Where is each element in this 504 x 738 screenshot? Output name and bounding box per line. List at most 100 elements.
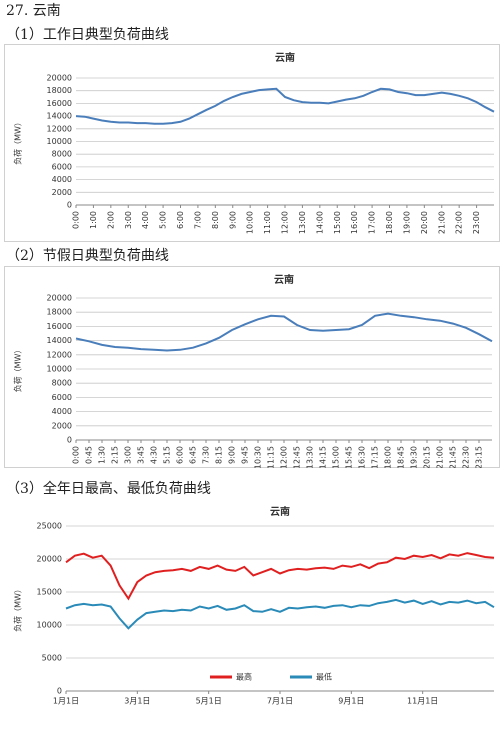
x-tick-label: 15:00 bbox=[332, 446, 341, 468]
x-tick-label: 3:45 bbox=[137, 446, 146, 464]
x-tick-label: 12:45 bbox=[293, 446, 302, 468]
y-tick-label: 16000 bbox=[47, 99, 72, 108]
chart-title: 云南 bbox=[274, 273, 294, 286]
chart-border bbox=[4, 266, 500, 468]
x-tick-label: 14:00 bbox=[315, 211, 324, 234]
y-tick-label: 4000 bbox=[52, 407, 72, 416]
y-axis-label: 负荷（MW） bbox=[13, 118, 23, 165]
x-tick-label: 12:00 bbox=[280, 446, 289, 468]
y-tick-label: 0 bbox=[57, 687, 62, 696]
x-tick-label: 7:00 bbox=[193, 211, 202, 229]
x-tick-label: 1:00 bbox=[89, 211, 98, 229]
x-tick-label: 0:45 bbox=[85, 446, 94, 464]
x-tick-label: 5:15 bbox=[163, 446, 172, 464]
x-tick-label: 11:15 bbox=[267, 446, 276, 468]
y-axis-label: 负荷（MW） bbox=[13, 346, 23, 393]
y-tick-label: 2000 bbox=[52, 188, 72, 197]
x-tick-label: 5月1日 bbox=[196, 697, 222, 706]
chart-title: 云南 bbox=[275, 51, 295, 64]
y-tick-label: 0 bbox=[67, 201, 72, 210]
y-tick-label: 20000 bbox=[47, 294, 72, 303]
x-tick-label: 2:15 bbox=[111, 446, 120, 464]
x-tick-label: 8:15 bbox=[215, 446, 224, 464]
data-line bbox=[75, 87, 495, 125]
y-tick-label: 8000 bbox=[52, 379, 72, 388]
x-tick-label: 3:00 bbox=[124, 211, 133, 229]
x-tick-label: 1月1日 bbox=[53, 697, 79, 706]
x-tick-label: 6:45 bbox=[189, 446, 198, 464]
x-tick-label: 16:30 bbox=[358, 446, 367, 468]
x-tick-label: 11:00 bbox=[263, 211, 272, 234]
x-tick-label: 21:45 bbox=[449, 446, 458, 468]
x-tick-label: 19:30 bbox=[410, 446, 419, 468]
y-tick-label: 14000 bbox=[47, 336, 72, 345]
data-line bbox=[65, 598, 495, 630]
x-tick-label: 13:00 bbox=[298, 211, 307, 234]
data-line bbox=[65, 552, 495, 601]
x-tick-label: 9:00 bbox=[228, 446, 237, 464]
x-tick-label: 4:00 bbox=[141, 211, 150, 229]
x-tick-label: 7:30 bbox=[202, 446, 211, 464]
x-tick-label: 16:00 bbox=[350, 211, 359, 234]
x-tick-label: 9月1日 bbox=[338, 697, 364, 706]
y-tick-label: 12000 bbox=[47, 350, 72, 359]
y-tick-label: 16000 bbox=[47, 322, 72, 331]
y-tick-label: 4000 bbox=[52, 175, 72, 184]
x-tick-label: 4:30 bbox=[150, 446, 159, 464]
x-tick-label: 9:00 bbox=[228, 211, 237, 229]
x-tick-label: 17:00 bbox=[368, 211, 377, 234]
x-tick-label: 22:30 bbox=[462, 446, 471, 468]
section-label: （3）全年日最高、最低负荷曲线 bbox=[6, 481, 211, 497]
x-tick-label: 8:00 bbox=[211, 211, 220, 229]
x-tick-label: 11月1日 bbox=[407, 697, 438, 706]
y-tick-label: 10000 bbox=[47, 137, 72, 146]
section-label: （1）工作日典型负荷曲线 bbox=[6, 27, 169, 43]
chart-title: 云南 bbox=[270, 505, 290, 518]
y-tick-label: 15000 bbox=[37, 588, 62, 597]
y-tick-label: 2000 bbox=[52, 421, 72, 430]
chart-border bbox=[4, 44, 500, 242]
y-tick-label: 18000 bbox=[47, 308, 72, 317]
y-tick-label: 12000 bbox=[47, 124, 72, 133]
x-tick-label: 22:00 bbox=[455, 211, 464, 234]
x-tick-label: 18:00 bbox=[384, 446, 393, 468]
y-axis-label: 负荷（MW） bbox=[13, 585, 23, 632]
x-tick-label: 0:00 bbox=[72, 446, 81, 464]
y-tick-label: 20000 bbox=[37, 555, 62, 564]
y-tick-label: 5000 bbox=[42, 654, 62, 663]
x-tick-label: 21:00 bbox=[436, 446, 445, 468]
x-tick-label: 20:15 bbox=[423, 446, 432, 468]
x-tick-label: 19:00 bbox=[402, 211, 411, 234]
x-tick-label: 10:30 bbox=[254, 446, 263, 468]
x-tick-label: 1:30 bbox=[98, 446, 107, 464]
y-tick-label: 18000 bbox=[47, 86, 72, 95]
x-tick-label: 6:00 bbox=[176, 211, 185, 229]
x-tick-label: 13:30 bbox=[306, 446, 315, 468]
legend-label: 最低 bbox=[316, 672, 332, 682]
y-tick-label: 8000 bbox=[52, 150, 72, 159]
y-tick-label: 6000 bbox=[52, 162, 72, 171]
x-tick-label: 20:00 bbox=[420, 211, 429, 234]
x-tick-label: 15:45 bbox=[345, 446, 354, 468]
y-tick-label: 25000 bbox=[37, 522, 62, 531]
legend-label: 最高 bbox=[236, 672, 252, 682]
x-tick-label: 3:00 bbox=[124, 446, 133, 464]
x-tick-label: 21:00 bbox=[437, 211, 446, 234]
x-tick-label: 6:00 bbox=[176, 446, 185, 464]
x-tick-label: 17:15 bbox=[371, 446, 380, 468]
section-label: （2）节假日典型负荷曲线 bbox=[6, 248, 169, 264]
y-tick-label: 0 bbox=[67, 436, 72, 445]
x-tick-label: 5:00 bbox=[159, 211, 168, 229]
y-tick-label: 14000 bbox=[47, 112, 72, 121]
data-line bbox=[75, 312, 493, 352]
y-tick-label: 6000 bbox=[52, 393, 72, 402]
x-tick-label: 23:15 bbox=[475, 446, 484, 468]
x-tick-label: 2:00 bbox=[106, 211, 115, 229]
x-tick-label: 18:00 bbox=[385, 211, 394, 234]
x-tick-label: 7月1日 bbox=[267, 697, 293, 706]
x-tick-label: 10:00 bbox=[246, 211, 255, 234]
